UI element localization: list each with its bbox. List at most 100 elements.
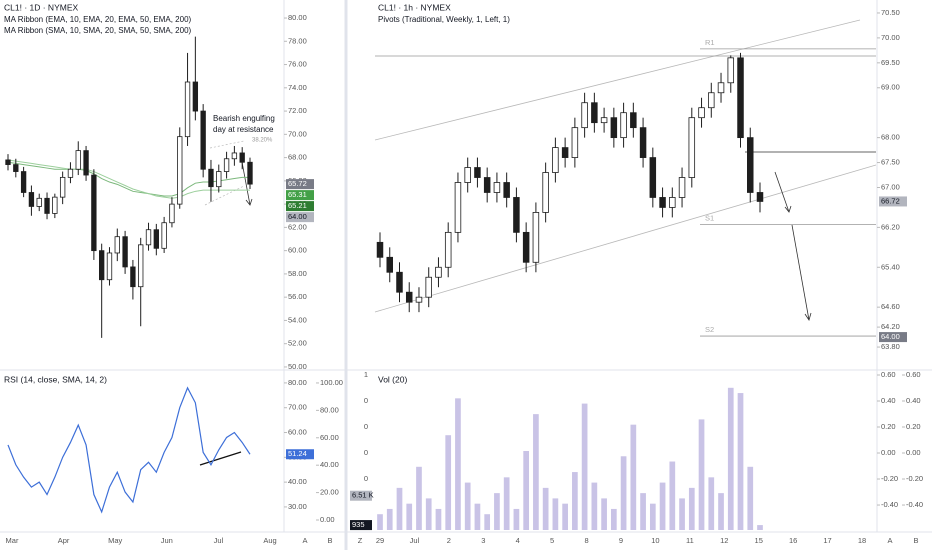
candle-body xyxy=(91,174,97,252)
annotation: day at resistance xyxy=(213,125,274,134)
volume-bar xyxy=(533,414,539,530)
y-tick-label: 60.00 xyxy=(288,246,307,255)
volume-bar xyxy=(425,498,432,530)
annotation: Bearish engulfing xyxy=(213,114,275,123)
candle-body xyxy=(639,127,647,158)
x-tick-label: 4 xyxy=(516,536,520,545)
price-badge-label: 64.00 xyxy=(881,332,900,341)
pattern-line xyxy=(209,140,245,149)
left-axis-label: 0 xyxy=(364,474,368,483)
volume-badge xyxy=(350,490,372,501)
candle-body xyxy=(503,182,510,198)
candle-body xyxy=(688,117,696,178)
candle-body xyxy=(756,192,764,202)
left-axis-label: 0 xyxy=(364,448,368,457)
candle-body xyxy=(561,147,569,158)
candle-body xyxy=(231,152,238,160)
footer-button: Z xyxy=(358,536,363,545)
candle-body xyxy=(376,241,384,258)
volume-bar xyxy=(464,482,471,530)
y-tick-label: 80.00 xyxy=(288,378,307,387)
y-tick-label: 52.00 xyxy=(288,339,307,348)
rsi-line xyxy=(7,386,251,514)
y-tick-label: 70.00 xyxy=(288,129,307,138)
rsi-trendline xyxy=(199,451,242,466)
y-tick-label: 62.00 xyxy=(288,222,307,231)
left-axis-label: 1 xyxy=(364,370,368,379)
candle-body xyxy=(435,266,442,278)
candle-body xyxy=(36,197,42,207)
y-tick-label: 50.00 xyxy=(288,362,307,371)
y-tick-label: 78.00 xyxy=(288,36,307,45)
volume-bar xyxy=(640,493,646,530)
chart-title: Vol (20) xyxy=(378,374,407,384)
candle-body xyxy=(106,252,113,281)
x-tick-label: 16 xyxy=(789,536,797,545)
candle-body xyxy=(747,137,754,193)
price-badge-label: 65.21 xyxy=(288,201,307,210)
candle-body xyxy=(620,112,627,139)
x-tick-label: 18 xyxy=(858,536,866,545)
chart-title: CL1! · 1h · NYMEX xyxy=(378,2,451,12)
footer-button: A xyxy=(302,536,307,545)
y-tick-label: 70.00 xyxy=(288,403,307,412)
y-tick-label: 0.00 xyxy=(906,448,921,457)
candle-body xyxy=(208,168,214,188)
candle-body xyxy=(99,250,105,281)
candle-body xyxy=(83,150,89,176)
volume-bar xyxy=(747,466,754,530)
candle-body xyxy=(75,150,81,170)
x-tick-label: 8 xyxy=(584,536,588,545)
candle-body xyxy=(591,102,598,124)
volume-bar xyxy=(757,525,763,530)
price-badge-label: 66.72 xyxy=(881,196,900,205)
y-tick-label: 72.00 xyxy=(288,106,307,115)
candle-body xyxy=(247,161,253,185)
candle-body xyxy=(216,171,222,188)
volume-badge-label: 6.51 K xyxy=(352,491,374,500)
candle-body xyxy=(669,197,676,208)
candle-body xyxy=(454,182,462,233)
chart-title: CL1! · 1D · NYMEX xyxy=(4,2,78,12)
candle-body xyxy=(59,176,66,198)
y-tick-label: 68.00 xyxy=(288,153,307,162)
candle-body xyxy=(145,229,152,246)
volume-bar xyxy=(630,424,637,530)
candle-body xyxy=(698,107,705,119)
ma-line xyxy=(7,159,250,199)
volume-bar xyxy=(620,456,627,530)
candle-body xyxy=(5,159,11,165)
candle-body xyxy=(138,244,144,288)
x-tick-label: 9 xyxy=(619,536,623,545)
charts: CL1! · 1D · NYMEX MA Ribbon (EMA, 10, EMA… xyxy=(4,2,923,545)
y-tick-label: 40.00 xyxy=(320,460,339,469)
candle-body xyxy=(20,171,27,193)
x-tick-label: Jul xyxy=(214,536,224,545)
y-tick-label: 80.00 xyxy=(288,13,307,22)
y-tick-label: 67.50 xyxy=(881,158,900,167)
volume-bar xyxy=(386,508,393,530)
volume-bar xyxy=(513,508,520,530)
volume-bar xyxy=(552,498,559,530)
candle-body xyxy=(396,271,403,293)
x-tick-label: 29 xyxy=(376,536,384,545)
candle-body xyxy=(153,229,159,249)
candle-body xyxy=(130,266,136,288)
candle-body xyxy=(659,197,666,208)
volume-bar xyxy=(455,398,461,530)
candle-body xyxy=(464,167,471,183)
y-tick-label: 76.00 xyxy=(288,60,307,69)
y-tick-label: 58.00 xyxy=(288,269,307,278)
footer-button: B xyxy=(913,536,918,545)
y-tick-label: 40.00 xyxy=(288,477,307,486)
x-tick-label: Jul xyxy=(410,536,420,545)
channel-upper xyxy=(374,19,861,141)
candle-body xyxy=(161,222,167,249)
y-tick-label: 60.00 xyxy=(288,428,307,437)
volume-bar xyxy=(659,482,666,530)
candle-body xyxy=(52,196,58,214)
candle-body xyxy=(13,164,19,172)
candle-body xyxy=(200,110,206,170)
x-tick-label: 12 xyxy=(720,536,728,545)
